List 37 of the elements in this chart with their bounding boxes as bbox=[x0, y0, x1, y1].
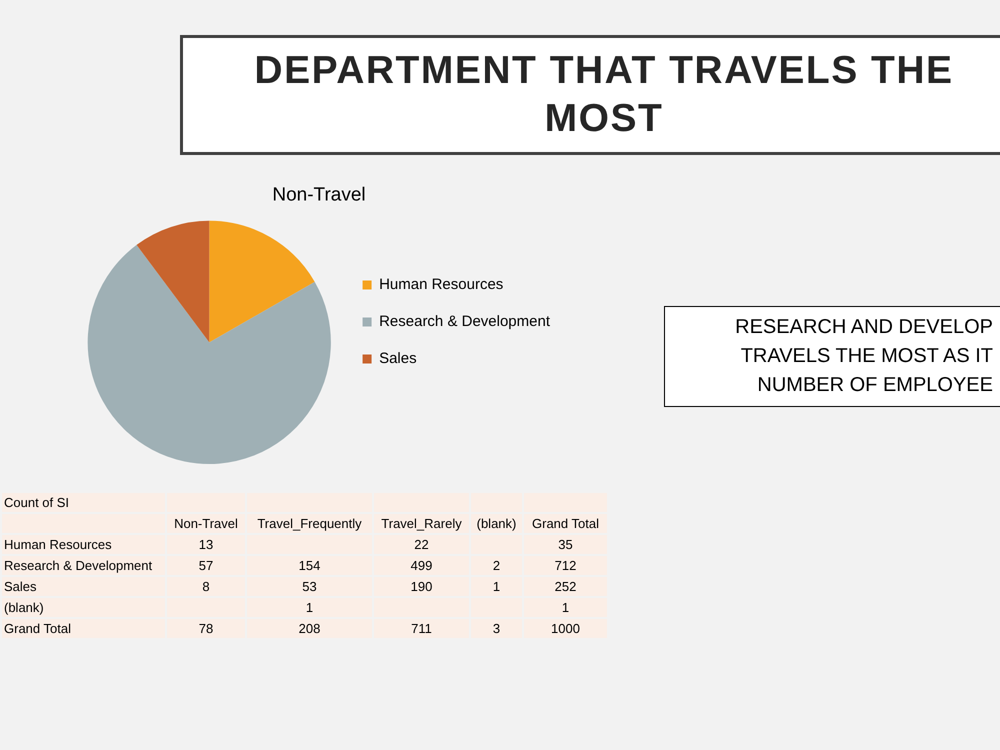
data-label: 8 bbox=[167, 577, 245, 596]
data-label: 2 bbox=[471, 556, 522, 575]
data-label: 3 bbox=[471, 619, 522, 638]
header-cell: Grand Total bbox=[2, 619, 165, 638]
legend-label: Sales bbox=[379, 350, 417, 368]
header-cell: (blank) bbox=[471, 514, 522, 533]
header-cell: Non-Travel bbox=[167, 514, 245, 533]
text: DEPARTMENT THAT TRAVELS THE MOST bbox=[253, 48, 955, 142]
data-label: 499 bbox=[374, 556, 469, 575]
data-label: 190 bbox=[374, 577, 469, 596]
data-label: 208 bbox=[247, 619, 372, 638]
header-cell: Grand Total bbox=[524, 514, 607, 533]
data-label: 22 bbox=[374, 535, 469, 554]
header-cell: Travel_Rarely bbox=[374, 514, 469, 533]
data-label: 78 bbox=[167, 619, 245, 638]
data-label: 1 bbox=[247, 598, 372, 617]
legend-label: Research & Development bbox=[379, 313, 551, 330]
data-label: 154 bbox=[247, 556, 372, 575]
data-label: 712 bbox=[524, 556, 607, 575]
data-label: 1 bbox=[471, 577, 522, 596]
data-label: 1 bbox=[524, 598, 607, 617]
header-cell: Research & Development bbox=[2, 556, 165, 575]
text: RESEARCH AND DEVELOP TRAVELS THE MOST AS IT NUMBER OF EMPLOYEE bbox=[735, 315, 994, 398]
header-cell: Sales bbox=[2, 577, 165, 596]
header-cell: Human Resources bbox=[2, 535, 165, 554]
data-label: 711 bbox=[374, 619, 469, 638]
data-label: 1000 bbox=[524, 619, 607, 638]
data-label: 252 bbox=[524, 577, 607, 596]
header-cell: Travel_Frequently bbox=[247, 514, 372, 533]
chart-title: Non-Travel bbox=[272, 184, 366, 206]
legend-label: Human Resources bbox=[379, 276, 504, 294]
data-label: 57 bbox=[167, 556, 245, 575]
header-cell: (blank) bbox=[2, 598, 165, 617]
header-cell: Count of SI bbox=[2, 493, 165, 512]
data-label: 35 bbox=[524, 535, 607, 554]
data-label: 13 bbox=[167, 535, 245, 554]
data-label: 53 bbox=[247, 577, 372, 596]
